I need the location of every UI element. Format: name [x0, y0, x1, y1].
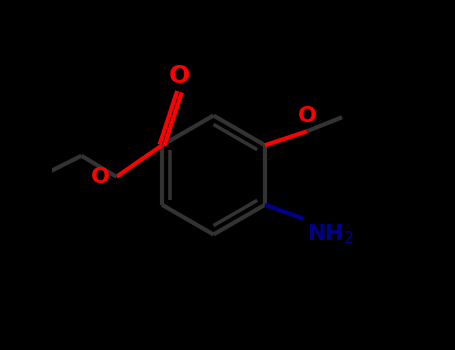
Text: NH$_2$: NH$_2$	[307, 222, 354, 246]
Text: O: O	[298, 106, 317, 126]
Text: O: O	[169, 64, 190, 88]
Text: O: O	[91, 167, 110, 187]
